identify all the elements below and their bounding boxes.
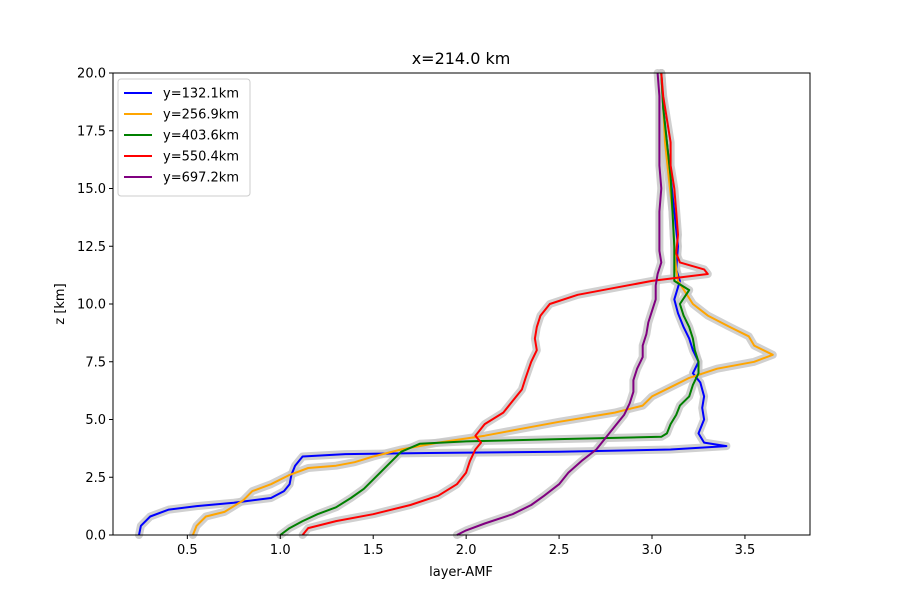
x-axis-label: layer-AMF — [429, 565, 493, 580]
x-tick-label: 3.5 — [735, 543, 756, 558]
y-tick-label: 0.0 — [85, 529, 106, 544]
legend-label: y=256.9km — [163, 108, 239, 123]
x-tick-label: 3.0 — [642, 543, 663, 558]
y-tick-label: 5.0 — [85, 413, 106, 428]
x-tick-label: 2.5 — [549, 543, 570, 558]
series-line-5 — [456, 72, 663, 536]
y-axis: 0.0 2.5 5.0 7.5 10.0 12.5 15.0 17.5 20.0 — [77, 67, 113, 544]
series-line-2 — [191, 72, 774, 536]
series-lines — [138, 72, 774, 536]
y-axis-label: z [km] — [53, 283, 68, 324]
x-tick-label: 0.5 — [177, 543, 198, 558]
series-line-3 — [279, 72, 700, 536]
x-axis: 0.5 1.0 1.5 2.0 2.5 3.0 3.5 — [177, 535, 755, 558]
y-tick-label: 15.0 — [77, 182, 106, 197]
y-tick-label: 10.0 — [77, 298, 106, 313]
series-line-4 — [301, 72, 709, 536]
x-tick-label: 1.5 — [363, 543, 384, 558]
x-tick-label: 2.0 — [456, 543, 477, 558]
y-tick-label: 2.5 — [85, 471, 106, 486]
y-tick-label: 17.5 — [77, 124, 106, 139]
legend-box — [117, 78, 251, 197]
legend-label: y=550.4km — [163, 150, 239, 165]
chart-title: x=214.0 km — [412, 49, 511, 68]
x-tick-label: 1.0 — [270, 543, 291, 558]
y-tick-label: 20.0 — [77, 67, 106, 82]
legend-label: y=697.2km — [163, 171, 239, 186]
legend: y=132.1km y=256.9km y=403.6km y=550.4km y=69… — [117, 78, 251, 197]
legend-label: y=132.1km — [163, 87, 239, 102]
y-tick-label: 7.5 — [85, 355, 106, 370]
legend-label: y=403.6km — [163, 129, 239, 144]
y-tick-label: 12.5 — [77, 240, 106, 255]
